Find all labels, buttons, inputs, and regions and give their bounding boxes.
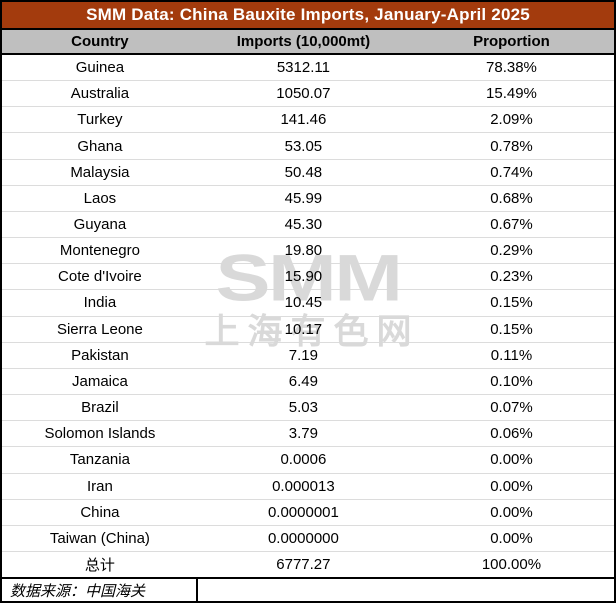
proportion-cell: 0.67% <box>490 216 533 234</box>
table-row: India 10.45 0.15% <box>2 289 614 315</box>
country-cell: Malaysia <box>70 163 130 181</box>
table-row: Guinea 5312.11 78.38% <box>2 55 614 80</box>
imports-cell: 6777.27 <box>276 556 331 574</box>
country-cell: China <box>80 503 120 521</box>
total-row: 总计 6777.27 100.00% <box>2 550 614 577</box>
country-cell: Taiwan (China) <box>49 529 150 547</box>
country-cell: Brazil <box>81 399 119 417</box>
country-cell: Laos <box>83 189 117 207</box>
table-row: Brazil 5.03 0.07% <box>2 394 614 420</box>
proportion-cell: 0.07% <box>490 399 533 417</box>
table-row: Solomon Islands 3.79 0.06% <box>2 420 614 446</box>
country-cell: Australia <box>70 85 130 103</box>
column-header-country: Country <box>71 33 129 50</box>
table-row: Australia 1050.07 15.49% <box>2 80 614 106</box>
table-row: Turkey 141.46 2.09% <box>2 106 614 132</box>
country-cell: Guyana <box>73 216 127 234</box>
table-row: Iran 0.000013 0.00% <box>2 472 614 499</box>
imports-cell: 0.000013 <box>272 477 335 495</box>
imports-cell: 15.90 <box>284 268 323 286</box>
proportion-cell: 100.00% <box>481 556 542 574</box>
column-header-imports: Imports (10,000mt) <box>236 33 371 50</box>
proportion-cell: 0.29% <box>490 242 533 260</box>
table-row: Cote d'Ivoire 15.90 0.23% <box>2 263 614 289</box>
country-cell: Tanzania <box>69 451 130 469</box>
imports-cell: 50.48 <box>284 163 323 181</box>
country-cell: Turkey <box>77 111 123 129</box>
proportion-cell: 0.00% <box>490 477 533 495</box>
table-row: Pakistan 7.19 0.11% <box>2 341 614 368</box>
table-body: Guinea 5312.11 78.38% Australia 1050.07 15.49… <box>2 55 614 577</box>
proportion-cell: 0.23% <box>490 268 533 286</box>
country-cell: India <box>83 294 117 312</box>
table-row: Malaysia 50.48 0.74% <box>2 158 614 185</box>
country-cell: Sierra Leone <box>56 320 143 338</box>
data-source-label: 数据来源：中国海关 <box>2 579 198 601</box>
country-cell: Montenegro <box>59 242 140 260</box>
source-footer: 数据来源：中国海关 <box>2 577 614 601</box>
proportion-cell: 0.68% <box>490 189 533 207</box>
imports-cell: 5312.11 <box>276 59 330 77</box>
imports-cell: 3.79 <box>288 425 318 443</box>
proportion-cell: 0.15% <box>490 320 533 338</box>
imports-cell: 45.30 <box>284 216 323 234</box>
imports-cell: 0.0000001 <box>267 503 339 521</box>
table-row: Guyana 45.30 0.67% <box>2 210 614 237</box>
imports-cell: 1050.07 <box>276 85 331 103</box>
proportion-cell: 0.00% <box>490 451 533 469</box>
proportion-cell: 2.09% <box>490 111 533 129</box>
column-header-proportion: Proportion <box>473 33 550 50</box>
country-cell: Iran <box>86 477 113 495</box>
table-row: Jamaica 6.49 0.10% <box>2 367 614 394</box>
proportion-cell: 0.11% <box>490 346 533 364</box>
proportion-cell: 0.00% <box>490 529 533 547</box>
imports-cell: 10.17 <box>284 320 323 338</box>
proportion-cell: 15.49% <box>486 85 537 103</box>
proportion-cell: 0.00% <box>490 503 533 521</box>
imports-cell: 7.19 <box>288 346 318 364</box>
proportion-cell: 78.38% <box>486 59 537 77</box>
imports-cell: 0.0006 <box>280 451 327 469</box>
country-cell: Cote d'Ivoire <box>58 268 142 286</box>
country-cell: Guinea <box>75 59 125 77</box>
country-cell: 总计 <box>84 557 115 575</box>
country-cell: Jamaica <box>71 372 128 390</box>
table-row: China 0.0000001 0.00% <box>2 498 614 525</box>
imports-cell: 19.80 <box>284 242 323 260</box>
imports-cell: 5.03 <box>288 399 318 417</box>
imports-cell: 6.49 <box>288 372 318 390</box>
country-cell: Ghana <box>77 137 123 155</box>
imports-cell: 10.45 <box>284 294 323 312</box>
imports-cell: 0.0000000 <box>267 529 339 547</box>
country-cell: Solomon Islands <box>44 425 156 443</box>
table-row: Montenegro 19.80 0.29% <box>2 237 614 263</box>
table-row: Laos 45.99 0.68% <box>2 184 614 211</box>
table-title: SMM Data: China Bauxite Imports, January… <box>2 2 614 30</box>
table-row: Tanzania 0.0006 0.00% <box>2 446 614 472</box>
table-row: Taiwan (China) 0.0000000 0.00% <box>2 524 614 551</box>
imports-cell: 53.05 <box>284 137 323 155</box>
footer-spacer <box>198 579 614 601</box>
country-cell: Pakistan <box>71 346 129 364</box>
proportion-cell: 0.74% <box>490 163 533 181</box>
proportion-cell: 0.06% <box>490 425 533 443</box>
table-row: Sierra Leone 10.17 0.15% <box>2 315 614 342</box>
proportion-cell: 0.78% <box>490 137 533 155</box>
proportion-cell: 0.15% <box>490 294 533 312</box>
table-row: Ghana 53.05 0.78% <box>2 132 614 158</box>
imports-cell: 45.99 <box>284 189 323 207</box>
imports-cell: 141.46 <box>280 111 327 129</box>
proportion-cell: 0.10% <box>490 372 533 390</box>
column-header-row: Country Imports (10,000mt) Proportion <box>2 30 614 55</box>
